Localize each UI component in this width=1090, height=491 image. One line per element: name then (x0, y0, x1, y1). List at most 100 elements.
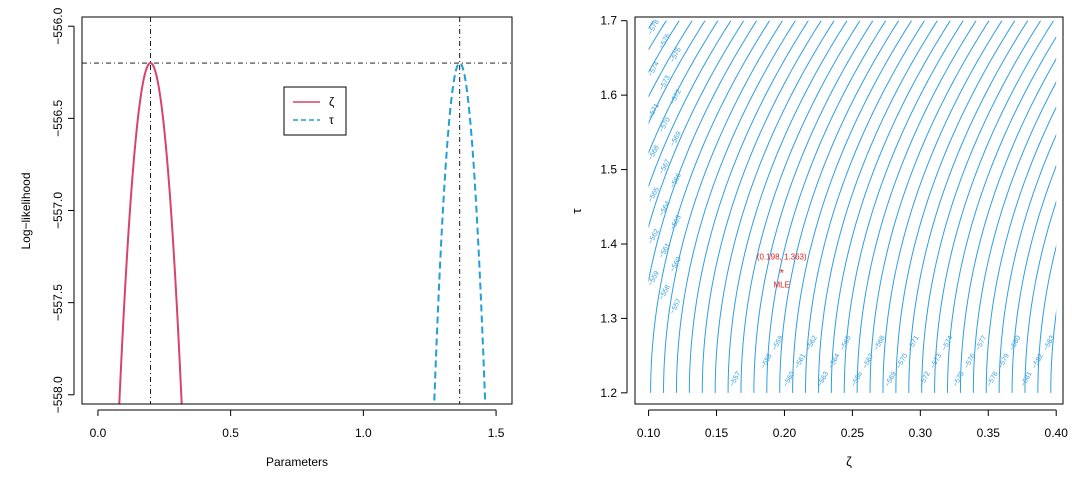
left-plot-box (82, 17, 512, 404)
contour-line (483, 6, 612, 408)
right-x-axis-title: ζ (846, 454, 852, 469)
contour-level-label: −580 (1009, 335, 1023, 352)
contour-line (289, 6, 418, 408)
mle-marker: * (780, 268, 785, 280)
contour-line (676, 6, 805, 408)
contour-level-label: −581 (1020, 371, 1034, 388)
contour-level-label: −557 (729, 371, 743, 388)
left-x-axis-title: Parameters (266, 455, 328, 469)
right-x-tick-label: 0.15 (705, 426, 729, 440)
contour-line (986, 6, 1090, 408)
contour-level-label: −577 (975, 335, 989, 352)
contour-level-label: −558 (760, 353, 774, 370)
contour-level-label: −576 (658, 33, 672, 50)
contour-level-label: −564 (658, 200, 672, 217)
right-y-tick-label: 1.6 (600, 88, 617, 102)
contour-level-label: −559 (771, 335, 785, 352)
right-y-tick-label: 1.5 (600, 163, 617, 177)
contour-line (341, 6, 470, 408)
contour-line (586, 6, 715, 408)
left-y-tick-label: −556.5 (51, 100, 65, 137)
right-y-axis-title: τ (569, 208, 584, 214)
contour-level-label: −583 (1043, 335, 1057, 352)
right-y-tick-label: 1.7 (600, 14, 617, 28)
contour-line (1051, 6, 1090, 408)
left-x-tick-label: 0.0 (90, 426, 107, 440)
contour-line (509, 6, 638, 408)
contour-line (496, 6, 625, 408)
legend: ζτ (284, 87, 346, 135)
contour-line (534, 6, 663, 408)
mle-coordinate-label: (0.198, 1.363) (757, 253, 807, 262)
contour-line (302, 6, 431, 408)
contour-level-label: −570 (658, 116, 672, 133)
contour-line (909, 6, 1038, 408)
contour-level-label: −566 (850, 371, 864, 388)
contour-level-label: −564 (828, 353, 842, 370)
left-x-tick-label: 1.0 (355, 426, 372, 440)
contour-level-label: −562 (805, 335, 819, 352)
right-y-tick-label: 1.2 (600, 386, 617, 400)
left-y-tick-label: −556.0 (51, 7, 65, 44)
contour-line (522, 6, 651, 408)
contour-level-label: −575 (952, 371, 966, 388)
contour-level-label: −578 (986, 371, 1000, 388)
contour-level-label: −567 (862, 353, 876, 370)
contour-line (173, 6, 302, 408)
contour-level-label: −573 (930, 353, 944, 370)
contour-level-label: −565 (839, 335, 853, 352)
contour-level-label: −573 (658, 75, 672, 92)
left-y-axis-title: Log−likelihood (19, 172, 33, 249)
contour-line (689, 6, 818, 408)
contour-line (728, 6, 857, 408)
contour-line (315, 6, 444, 408)
contour-line (444, 6, 573, 408)
legend-box (284, 87, 346, 135)
contour-line (418, 6, 547, 408)
contour-level-label: −572 (669, 89, 683, 106)
contour-level-label: −574 (647, 61, 661, 78)
contour-level-label: −569 (669, 130, 683, 147)
contour-level-label: −572 (918, 371, 932, 388)
contour-level-label: −567 (658, 158, 672, 175)
contour-level-label: −571 (647, 102, 661, 119)
contour-level-label: −579 (997, 353, 1011, 370)
contour-line (612, 6, 741, 408)
contour-level-label: −561 (794, 353, 808, 370)
left-x-tick-label: 1.5 (488, 426, 505, 440)
contour-line (328, 6, 457, 408)
contour-level-label: −582 (1031, 353, 1045, 370)
contour-line (186, 6, 315, 408)
contour-level-label: −563 (669, 214, 683, 231)
right-y-tick-label: 1.3 (600, 311, 617, 325)
contour-line (1077, 6, 1090, 408)
right-plot-box (635, 17, 1063, 404)
right-x-tick-label: 0.35 (977, 426, 1001, 440)
contour-level-label: −566 (669, 172, 683, 189)
contour-level-label: −559 (647, 270, 661, 287)
contour-level-label: −574 (941, 335, 955, 352)
contour-panel: −578−576−575−574−573−572−571−570−569−568… (173, 6, 1090, 469)
mle-label: MLE (774, 281, 790, 290)
right-x-tick-label: 0.40 (1045, 426, 1069, 440)
contour-lines (173, 6, 1090, 408)
left-x-tick-label: 0.5 (222, 426, 239, 440)
contour-level-label: −578 (647, 19, 661, 36)
right-x-tick-label: 0.10 (637, 426, 661, 440)
contour-level-label: −560 (669, 256, 683, 273)
contour-level-label: −571 (907, 335, 921, 352)
contour-line (238, 6, 367, 408)
contour-line (818, 6, 947, 408)
contour-level-label: −561 (658, 242, 672, 259)
contour-level-label: −560 (783, 371, 797, 388)
right-x-tick-label: 0.20 (773, 426, 797, 440)
contour-line (470, 6, 599, 408)
right-x-tick-label: 0.30 (909, 426, 933, 440)
contour-line (431, 6, 560, 408)
contour-line (405, 6, 534, 408)
contour-line (625, 6, 754, 408)
contour-level-label: −576 (964, 353, 978, 370)
